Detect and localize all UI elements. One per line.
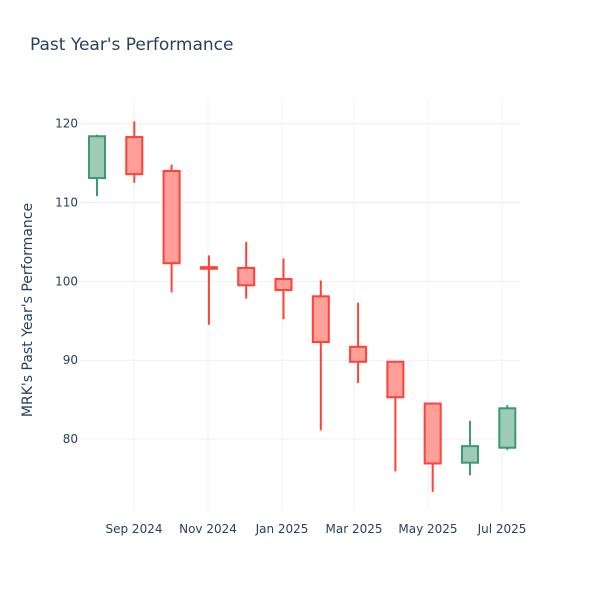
candle-body [311, 295, 330, 344]
x-tick-label: Nov 2024 [179, 522, 237, 536]
x-tick-label: Sep 2024 [106, 522, 163, 536]
y-tick-label: 110 [55, 196, 78, 210]
y-tick-label: 90 [63, 353, 78, 367]
chart-title: Past Year's Performance [30, 35, 234, 55]
candle-body [88, 135, 106, 180]
x-tick-label: Mar 2025 [326, 522, 383, 536]
candle [237, 241, 256, 299]
candle-body [162, 169, 181, 265]
candle-body [274, 277, 293, 292]
y-tick-label: 120 [55, 117, 78, 131]
x-axis-ticks: Sep 2024 Nov 2024 Jan 2025 Mar 2025 May 2025… [106, 522, 527, 536]
y-axis-ticks: 80 90 100 110 120 [55, 117, 78, 446]
candle [274, 258, 293, 320]
candle [162, 164, 181, 293]
candle [88, 134, 106, 197]
y-tick-label: 80 [63, 432, 78, 446]
y-tick-label: 100 [55, 274, 78, 288]
candle [311, 280, 330, 431]
candle-body [461, 445, 479, 464]
candles [88, 121, 517, 492]
candle-body [199, 266, 218, 270]
x-tick-label: Jul 2025 [477, 522, 527, 536]
candle [199, 255, 218, 325]
candle [498, 405, 517, 451]
candle-body [386, 360, 405, 399]
x-tick-label: Jan 2025 [255, 522, 309, 536]
candle [349, 302, 368, 384]
x-tick-label: May 2025 [398, 522, 457, 536]
candle-body [349, 345, 368, 363]
y-axis-title: MRK's Past Year's Performance [20, 203, 36, 417]
candle [125, 121, 144, 183]
candle [386, 360, 405, 472]
candle [423, 402, 442, 492]
candle [461, 420, 479, 476]
candle-body [423, 402, 442, 465]
candle-body [498, 407, 517, 449]
candle-body [125, 136, 144, 176]
candle-body [237, 266, 256, 287]
